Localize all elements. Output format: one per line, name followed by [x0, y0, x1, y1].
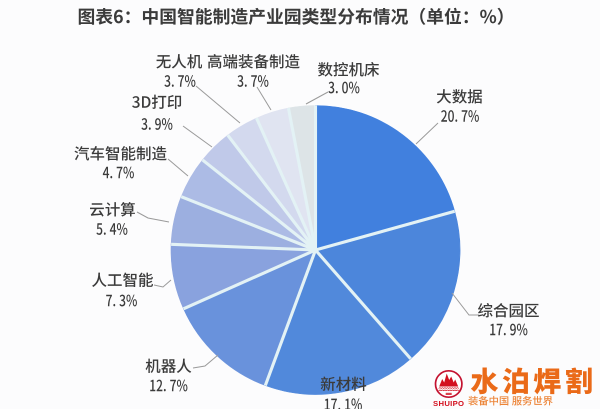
svg-text:SHUIPO: SHUIPO — [433, 399, 464, 408]
